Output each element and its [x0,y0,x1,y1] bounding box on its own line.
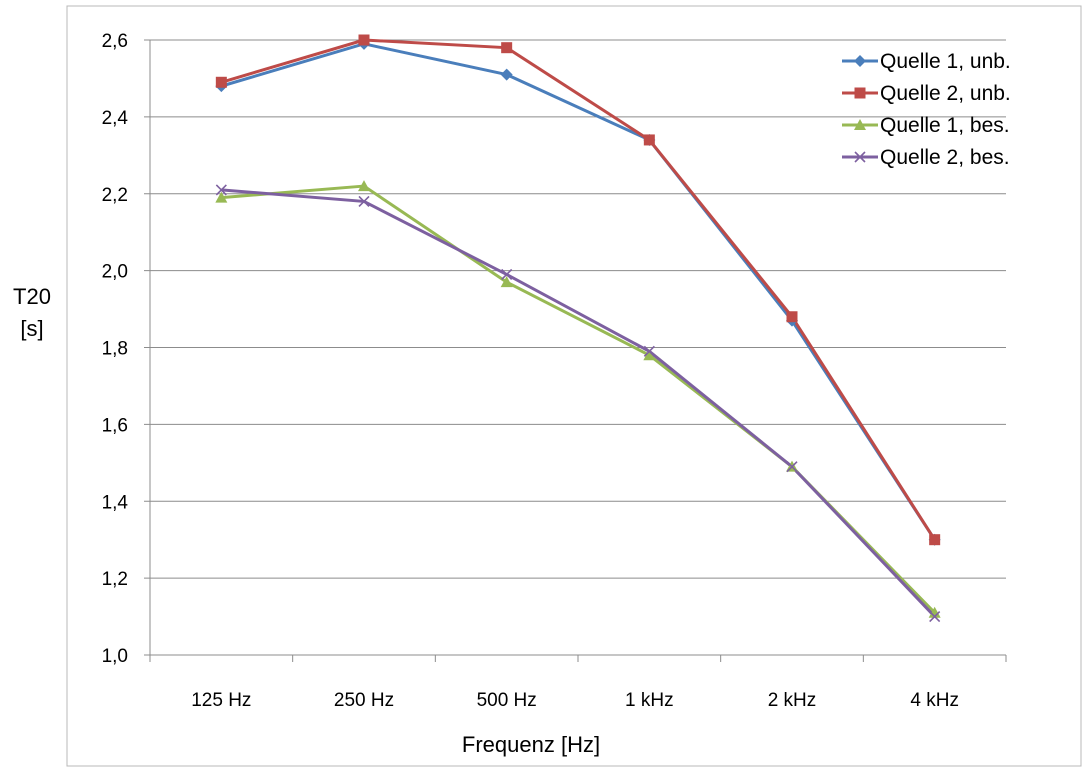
data-point [929,534,941,546]
legend-label: Quelle 2, bes. [880,146,1010,169]
gridlines [150,39,1006,579]
x-tick-label: 1 kHz [625,690,674,711]
legend-marker [854,55,866,67]
x-tick-label: 500 Hz [477,690,537,711]
data-point [786,311,798,323]
legend: Quelle 1, unb. Quelle 2, unb. Quelle 1, be… [842,50,1011,169]
data-point [500,276,513,288]
series-line [220,38,936,541]
x-tick-labels: 125 Hz 250 Hz 500 Hz 1 kHz 2 kHz 4 kHz [191,690,959,711]
y-axis-title-line2: [s] [20,316,43,341]
y-tick-label: 2,2 [102,185,128,206]
legend-marker [854,119,866,130]
y-tick-label: 2,0 [102,262,128,283]
axes [144,39,1007,662]
data-point [358,195,370,208]
legend-marker [854,151,866,163]
x-axis-title: Frequenz [Hz] [462,732,600,757]
y-tick-label: 2,6 [102,31,128,52]
x-tick-label: 2 kHz [768,690,817,711]
y-tick-labels: 1,0 1,2 1,4 1,6 1,8 2,0 2,2 2,4 2,6 [102,31,129,667]
y-tick-label: 1,6 [102,415,128,436]
series-line [220,42,936,541]
data-point [929,610,941,623]
data-point [643,345,655,357]
y-tick-label: 1,2 [102,569,128,590]
data-point [215,76,227,88]
chart-border [66,5,1082,767]
data-point [215,191,228,203]
x-tick-label: 250 Hz [334,690,394,711]
data-point [500,68,513,81]
series-lines [220,38,936,618]
data-point [215,184,227,196]
data-point [501,268,513,281]
data-point [358,34,370,46]
legend-label: Quelle 2, unb. [880,82,1011,105]
y-axis-title-line1: T20 [13,284,51,309]
data-point [501,42,513,54]
legend-label: Quelle 1, bes. [880,114,1010,137]
y-tick-label: 2,4 [102,108,129,129]
data-point [643,134,655,146]
legend-marker [854,87,866,99]
data-point [358,180,370,192]
x-tick-label: 4 kHz [910,690,959,711]
x-tick-label: 125 Hz [191,690,251,711]
data-point [643,349,656,361]
legend-label: Quelle 1, unb. [880,50,1011,73]
y-tick-label: 1,4 [102,492,129,513]
data-point [928,606,941,618]
y-tick-label: 1,0 [102,646,128,667]
data-point [786,461,798,473]
series-line [221,188,936,618]
series-markers [215,34,941,623]
y-tick-label: 1,8 [102,339,128,360]
